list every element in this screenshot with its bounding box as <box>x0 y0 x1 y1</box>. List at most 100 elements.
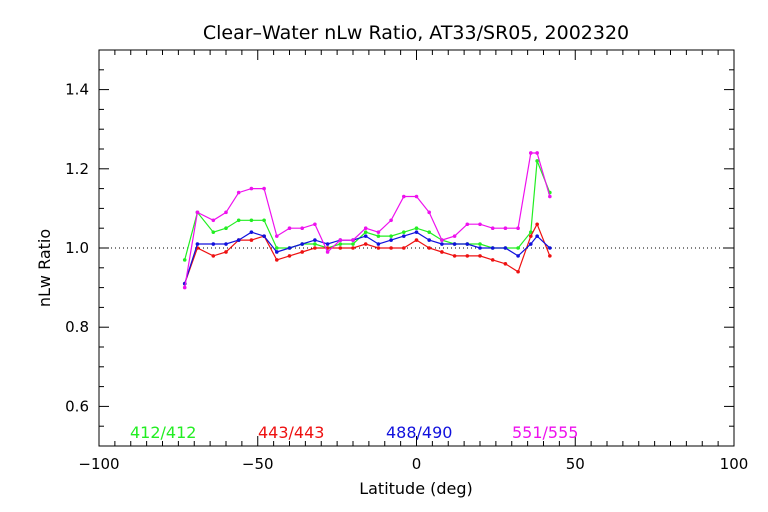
series-1-point <box>376 234 381 238</box>
series-2-point <box>338 246 343 250</box>
series-2-point <box>275 258 279 262</box>
series-2-point <box>313 246 317 250</box>
y-axis-label: nLw Ratio <box>35 229 54 307</box>
series-4-point <box>376 230 381 234</box>
legend-entry-1: 412/412 <box>130 423 196 442</box>
series-4-point <box>452 234 457 238</box>
series-4-point <box>325 250 330 254</box>
series-3-point <box>236 238 241 242</box>
series-3-point <box>211 242 216 246</box>
series-1-point <box>516 246 520 250</box>
series-4-point <box>414 194 419 199</box>
series-3-point <box>195 242 200 246</box>
legend-entry-2: 443/443 <box>258 423 324 442</box>
series-1-point <box>427 230 432 234</box>
series-2-point <box>440 250 444 254</box>
series-3-point <box>548 246 552 250</box>
series-2-point <box>287 254 292 258</box>
series-2-point <box>300 250 305 254</box>
series-3-point <box>490 246 495 250</box>
series-4-point <box>427 210 432 215</box>
series-2-point <box>535 222 539 227</box>
series-2-point <box>548 254 552 258</box>
chart-title: Clear–Water nLw Ratio, AT33/SR05, 200232… <box>203 22 629 44</box>
series-3-point <box>249 230 254 234</box>
series-3-point <box>478 246 482 250</box>
y-tick-label: 1.2 <box>65 160 89 178</box>
series-1-point <box>275 246 279 250</box>
series-4-point <box>548 194 552 199</box>
series-4-point <box>529 151 533 155</box>
series-3-point <box>414 230 419 234</box>
series-4-point <box>182 285 187 290</box>
series-2-point <box>490 258 495 262</box>
x-tick-label: 50 <box>566 455 585 473</box>
series-1-point <box>351 242 355 246</box>
series-line-3 <box>184 231 551 284</box>
series-3-point <box>325 242 330 246</box>
series-4-point <box>478 222 482 227</box>
series-4-point <box>195 210 200 215</box>
series-2-point <box>249 238 254 242</box>
series-1-point <box>414 226 419 230</box>
series-2-point <box>389 246 393 250</box>
y-tick-label: 1.0 <box>65 239 89 257</box>
x-tick-label: 0 <box>412 455 422 473</box>
series-4-point <box>389 218 393 223</box>
series-line-2 <box>184 222 551 284</box>
series-1-point <box>529 230 533 234</box>
series-2-point <box>516 269 520 274</box>
series-2-point <box>224 250 228 254</box>
plot-frame <box>98 49 735 447</box>
series-3-point <box>503 246 508 250</box>
series-3-point <box>516 254 520 258</box>
series-3-point <box>440 242 444 246</box>
series-4-point <box>211 218 216 223</box>
series-4-point <box>236 190 241 195</box>
series-3-point <box>287 246 292 250</box>
series-2-point <box>414 238 419 242</box>
series-3-point <box>376 242 381 246</box>
series-2-point <box>376 246 381 250</box>
x-tick-label: −100 <box>78 455 119 473</box>
series-1-point <box>338 242 343 246</box>
series-line-4 <box>184 152 551 288</box>
series-1-point <box>262 218 266 223</box>
series-3-point <box>389 238 393 242</box>
x-tick-label: 100 <box>720 455 749 473</box>
series-4-point <box>287 226 292 230</box>
series-2-point <box>478 254 482 258</box>
x-axis-label: Latitude (deg) <box>359 479 473 498</box>
series-2-point <box>427 246 432 250</box>
plot-area: −100 −50 0 50 100 0.6 0.8 1.0 1.2 1.4 412/412 443/4… <box>65 49 749 473</box>
series-4-point <box>465 222 470 227</box>
series-1-point <box>478 242 482 246</box>
y-tick-label: 1.4 <box>65 81 89 99</box>
series-4-point <box>300 226 305 230</box>
series-1-point <box>363 230 368 234</box>
legend-entry-4: 551/555 <box>512 423 578 442</box>
series-2-point <box>363 242 368 246</box>
series-3-point <box>452 242 457 246</box>
series-4-point <box>338 238 343 242</box>
series-2-point <box>452 254 457 258</box>
series-3-point <box>262 234 266 238</box>
series-3-point <box>465 242 470 246</box>
series-2-point <box>503 262 508 266</box>
series-4-point <box>249 186 254 191</box>
series-1-point <box>249 218 254 223</box>
series-4-point <box>440 238 444 242</box>
y-tick-label: 0.6 <box>65 397 89 415</box>
series-3-point <box>275 250 279 254</box>
series-1-point <box>389 234 393 238</box>
series-3-point <box>224 242 228 246</box>
series-4-point <box>363 226 368 230</box>
series-2-point <box>465 254 470 258</box>
series-2-point <box>402 246 406 250</box>
series-4-point <box>402 194 406 199</box>
series-4-point <box>516 226 520 230</box>
x-tick-label: −50 <box>242 455 274 473</box>
series-1-point <box>535 159 539 163</box>
series-3-point <box>529 242 533 246</box>
series-4-point <box>262 186 266 191</box>
